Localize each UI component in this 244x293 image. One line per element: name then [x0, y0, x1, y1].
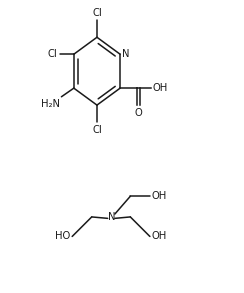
Text: HO: HO [55, 231, 70, 241]
Text: Cl: Cl [92, 125, 102, 135]
Text: N: N [108, 212, 115, 222]
Text: OH: OH [152, 191, 167, 201]
Text: Cl: Cl [48, 49, 58, 59]
Text: Cl: Cl [92, 8, 102, 18]
Text: H₂N: H₂N [41, 99, 60, 109]
Text: OH: OH [152, 231, 167, 241]
Text: N: N [122, 49, 130, 59]
Text: OH: OH [152, 83, 168, 93]
Text: O: O [135, 108, 142, 118]
